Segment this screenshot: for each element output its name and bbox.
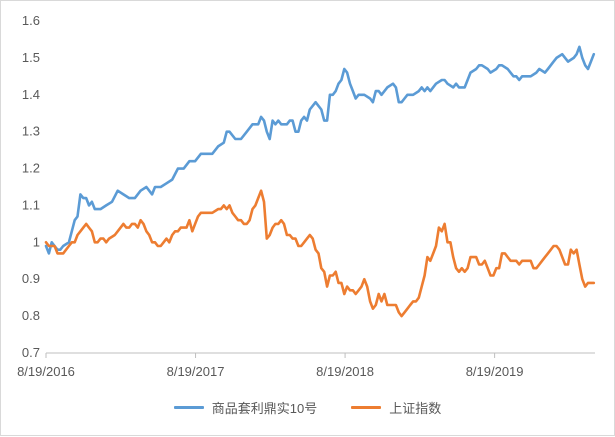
x-tick-label: 8/19/2018 [316,364,374,379]
series-line-2 [44,189,596,318]
y-tick-label: 1 [33,234,40,249]
y-tick-label: 1.2 [22,161,40,176]
legend-item-series-2: 上证指数 [351,398,441,417]
legend-swatch-series-1 [173,406,204,409]
y-tick-label: 1.6 [22,13,40,28]
legend-swatch-series-2 [351,406,382,409]
y-axis: 0.7 0.8 0.9 1 1.1 1.2 1.3 1.4 1.5 1.6 [22,13,40,360]
y-tick-label: 1.1 [22,197,40,212]
x-tick-label: 8/19/2016 [17,364,75,379]
y-tick-label: 1.5 [22,50,40,65]
x-tick-label: 8/19/2017 [167,364,225,379]
series-line-1 [44,45,596,255]
y-tick-label: 0.8 [22,308,40,323]
y-tick-label: 0.9 [22,271,40,286]
y-tick-label: 1.3 [22,124,40,139]
legend-item-series-1: 商品套利鼎实10号 [173,398,318,417]
legend-label-series-2: 上证指数 [389,401,442,416]
y-tick-label: 0.7 [22,345,40,360]
legend-label-series-1: 商品套利鼎实10号 [211,401,318,416]
y-tick-label: 1.4 [22,87,40,102]
series-layer [44,45,596,318]
legend: 商品套利鼎实10号 上证指数 [1,398,614,417]
x-tick-label: 8/19/2019 [466,364,524,379]
x-axis: 8/19/2016 8/19/2017 8/19/2018 8/19/2019 [17,352,595,379]
